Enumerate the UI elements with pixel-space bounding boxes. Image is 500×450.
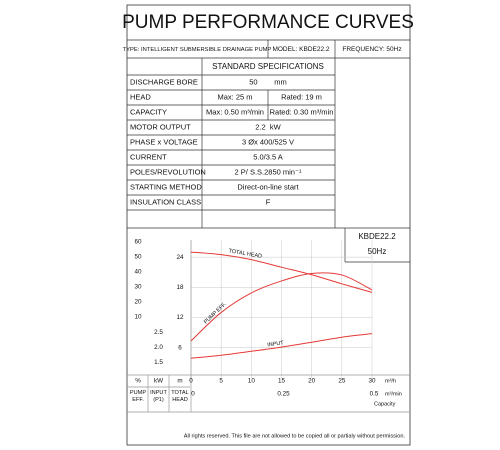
spec-value: 2 P/ S.S.2850 min⁻¹ [235, 167, 302, 176]
footer: All rights reserved. This file are not a… [184, 433, 406, 439]
y3-tick-label: 1.5 [154, 359, 163, 366]
y2-tick-label: 50 [134, 254, 142, 261]
y-unit: m [177, 378, 182, 385]
y2-label: PUMP EFF. [129, 390, 147, 403]
x-tick-label: 5 [219, 378, 223, 385]
model: MODEL: KBDE22.2 [272, 46, 329, 53]
x2-tick-label: 0.5 [370, 391, 379, 398]
y3-unit: kW [154, 378, 163, 385]
y-tick-label: 6 [178, 344, 182, 351]
y2-tick-label: 40 [134, 269, 142, 276]
spec-label: INSULATION CLASS [130, 197, 201, 206]
spec-value: Rated: 0.30 m³/min [270, 107, 334, 116]
curve [190, 251, 373, 293]
y3-tick-label: 2.0 [154, 344, 163, 351]
spec-value: Direct-on-line start [237, 182, 299, 191]
spec-value: F [266, 197, 271, 206]
spec-value: Max: 25 m [217, 92, 252, 101]
spec-label: POLES/REVOLUTION [130, 167, 206, 176]
curve [190, 272, 373, 342]
spec-value: 3 Øx 400/525 V [242, 137, 294, 146]
spec-value: 2.2 kW [255, 122, 281, 131]
frequency: FREQUENCY: 50Hz [342, 46, 401, 53]
chart-subtitle: 50Hz [368, 247, 387, 256]
x-tick-label: 0 [189, 378, 193, 385]
y2-unit: % [135, 378, 141, 385]
y-tick-label: 18 [176, 284, 184, 291]
x-tick-label: 30 [368, 378, 376, 385]
chart-title: KBDE22.2 [358, 232, 396, 241]
spec-label: MOTOR OUTPUT [130, 122, 191, 131]
x-tick-label: 15 [278, 378, 286, 385]
curve-label: TOTAL HEAD [228, 248, 262, 259]
x-label: Capacity [374, 401, 396, 407]
y-tick-label: 24 [176, 254, 184, 261]
y3-label: INPUT (P1) [150, 390, 167, 403]
x2-tick-label: 0.25 [277, 391, 290, 398]
type: TYPE: INTELLIGENT SUBMERSIBLE DRAINAGE P… [123, 47, 272, 53]
curve [190, 333, 373, 359]
x-tick-label: 20 [308, 378, 316, 385]
sheet-border [126, 4, 411, 446]
y-tick-label: 12 [176, 314, 184, 321]
x-tick-label: 25 [338, 378, 346, 385]
y2-tick-label: 30 [134, 284, 142, 291]
spec-label: CURRENT [130, 152, 167, 161]
y-label: TOTAL HEAD [171, 390, 189, 403]
spec-heading: STANDARD SPECIFICATIONS [212, 62, 324, 71]
y3-tick-label: 2.5 [154, 329, 163, 336]
curve-label: PUMP EFF. [203, 301, 228, 325]
x2-tick-label: 0 [191, 391, 195, 398]
title: PUMP PERFORMANCE CURVES [122, 12, 414, 33]
x2-unit: m³/min [385, 391, 402, 397]
y2-tick-label: 60 [134, 239, 142, 246]
y2-tick-label: 10 [134, 314, 142, 321]
spec-label: STARTING METHOD [130, 182, 202, 191]
spec-label: DISCHARGE BORE [130, 77, 198, 86]
spec-label: HEAD [130, 92, 151, 101]
spec-value: Max: 0.50 m³/min [206, 107, 264, 116]
x-unit: m³/h [385, 378, 396, 384]
curve-label: INPUT [267, 340, 285, 348]
spec-value: 5.0/3.5 A [253, 152, 283, 161]
x-tick-label: 10 [248, 378, 256, 385]
spec-label: PHASE x VOLTAGE [130, 137, 198, 146]
y2-tick-label: 20 [134, 299, 142, 306]
spec-label: CAPACITY [130, 107, 167, 116]
spec-value: 50 mm [249, 77, 287, 86]
spec-value: Rated: 19 m [281, 92, 322, 101]
